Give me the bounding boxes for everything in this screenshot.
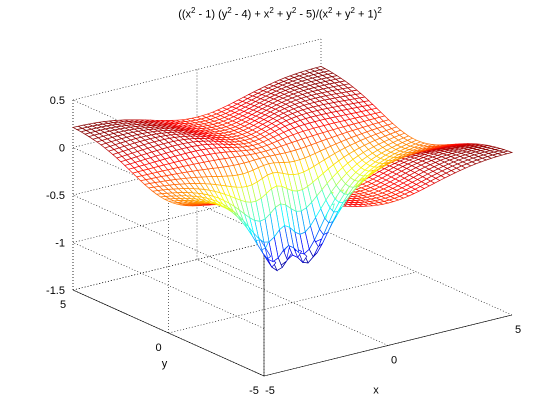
side-wall-grid-line-z: [72, 99, 265, 187]
floor-grid-line-x: [196, 259, 389, 346]
y-axis-line: [72, 289, 265, 377]
surface-mesh: [72, 66, 514, 272]
back-wall-grid-line-z: [72, 228, 322, 291]
y-axis-label: y: [162, 358, 168, 370]
z-tick-label: -1.5: [46, 285, 65, 297]
back-wall-grid-line-z: [72, 133, 322, 196]
z-tick-label: 0: [59, 143, 65, 155]
z-tick-label: 0.5: [50, 95, 65, 107]
x-axis-line: [263, 314, 513, 377]
x-tick-label: 5: [515, 324, 521, 336]
surface-mesh-cell: [72, 125, 84, 130]
side-wall-grid-line-z: [72, 242, 265, 329]
x-axis-label: x: [373, 385, 379, 397]
y-tick-label: -5: [249, 385, 259, 397]
side-wall-grid-line-z: [72, 194, 265, 282]
z-tick-label: -1: [55, 238, 65, 250]
chart-title: ((x2 - 1) (y2 - 4) + x2 + y2 - 5)/(x2 + …: [178, 6, 382, 21]
axis-labels: 0.5 0 -0.5 -1 -1.5 -5 0 5 -5 0 5 y x: [46, 95, 521, 397]
back-wall-grid-line-z: [72, 181, 322, 243]
x-tick-label: 0: [391, 355, 397, 367]
back-wall-grid-line-z: [72, 38, 322, 101]
z-tick-label: -0.5: [46, 190, 65, 202]
floor-grid-line-x: [320, 228, 513, 316]
floor-grid-line-y: [168, 271, 417, 334]
x-tick-label: -5: [265, 385, 275, 397]
y-tick-label: 5: [60, 299, 66, 311]
side-wall-grid-line-z: [72, 147, 265, 234]
y-tick-label: 0: [155, 342, 161, 354]
